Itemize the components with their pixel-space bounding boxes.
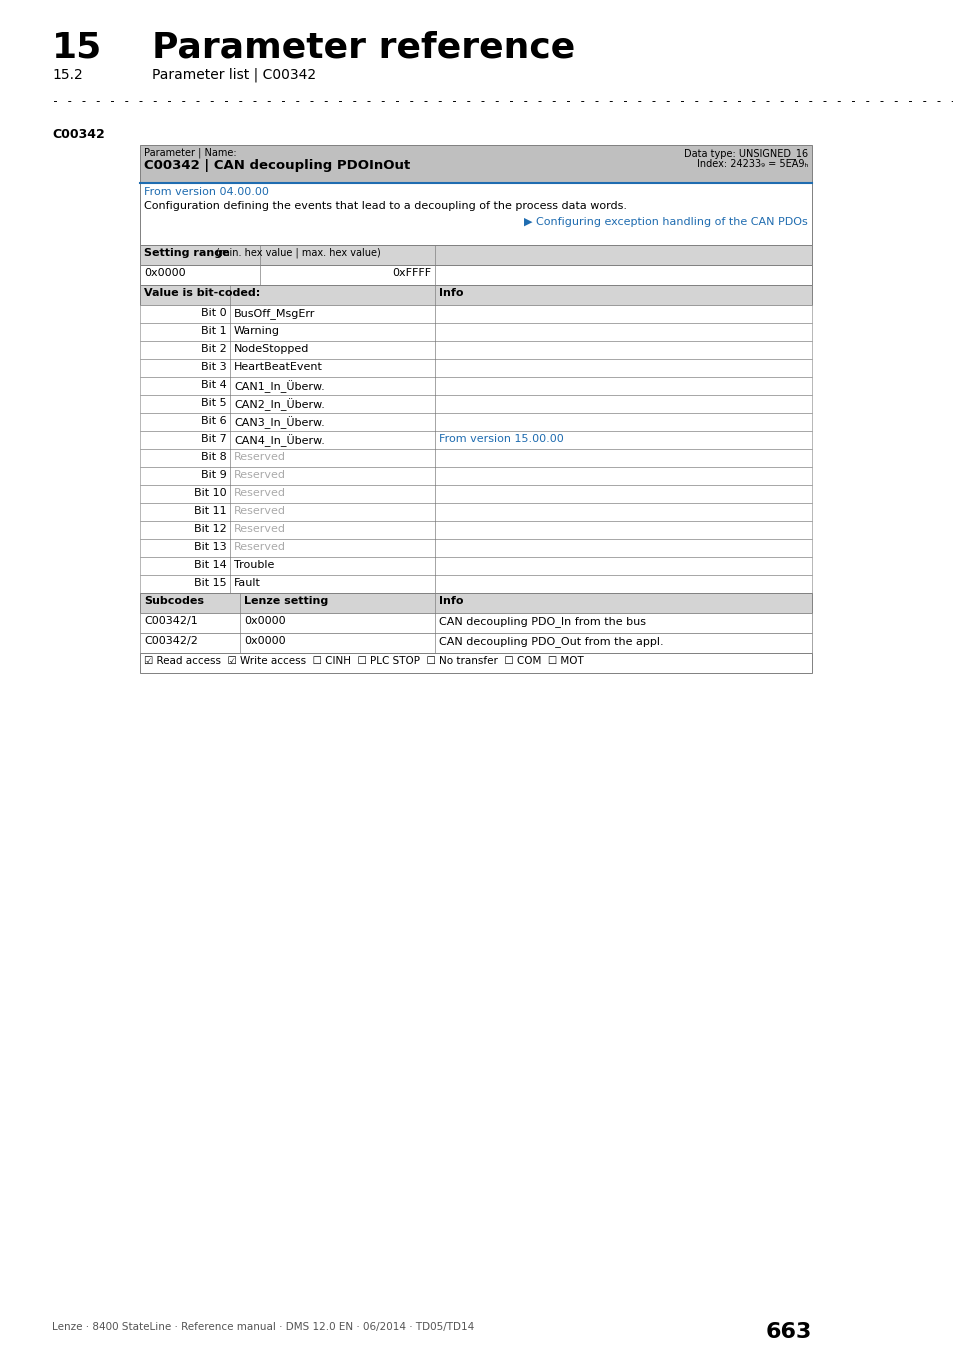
Text: Info: Info (438, 595, 463, 606)
Text: Subcodes: Subcodes (144, 595, 204, 606)
Text: Parameter reference: Parameter reference (152, 30, 575, 63)
Text: BusOff_MsgErr: BusOff_MsgErr (233, 308, 315, 319)
Text: ☑ Read access  ☑ Write access  ☐ CINH  ☐ PLC STOP  ☐ No transfer  ☐ COM  ☐ MOT: ☑ Read access ☑ Write access ☐ CINH ☐ PL… (144, 656, 583, 666)
Bar (140, 396, 811, 413)
Text: Reserved: Reserved (233, 524, 286, 535)
Bar (140, 653, 811, 674)
Text: Bit 6: Bit 6 (201, 416, 227, 427)
Bar (140, 265, 811, 285)
Text: Info: Info (438, 288, 463, 298)
Text: CAN decoupling PDO_Out from the appl.: CAN decoupling PDO_Out from the appl. (438, 636, 663, 647)
Bar (140, 633, 811, 653)
Text: Data type: UNSIGNED_16: Data type: UNSIGNED_16 (683, 148, 807, 159)
Text: 15.2: 15.2 (52, 68, 83, 82)
Text: Lenze · 8400 StateLine · Reference manual · DMS 12.0 EN · 06/2014 · TD05/TD14: Lenze · 8400 StateLine · Reference manua… (52, 1322, 474, 1332)
Text: Parameter | Name:: Parameter | Name: (144, 148, 236, 158)
Text: From version 04.00.00: From version 04.00.00 (144, 188, 269, 197)
Text: From version 15.00.00: From version 15.00.00 (438, 433, 563, 444)
Text: Trouble: Trouble (233, 560, 274, 570)
Bar (140, 342, 811, 359)
Text: 0xFFFF: 0xFFFF (392, 269, 431, 278)
Text: C00342/1: C00342/1 (144, 616, 197, 626)
Text: Bit 4: Bit 4 (201, 379, 227, 390)
Text: 0x0000: 0x0000 (144, 269, 186, 278)
Bar (140, 575, 811, 593)
Text: HeartBeatEvent: HeartBeatEvent (233, 362, 322, 373)
Bar (140, 377, 811, 396)
Text: 0x0000: 0x0000 (244, 616, 285, 626)
Text: 0x0000: 0x0000 (244, 636, 285, 647)
Text: C00342 | CAN decoupling PDOInOut: C00342 | CAN decoupling PDOInOut (144, 159, 410, 171)
Bar (140, 244, 811, 265)
Bar (140, 413, 811, 431)
Text: Bit 11: Bit 11 (194, 506, 227, 516)
Text: Bit 9: Bit 9 (201, 470, 227, 481)
Text: Reserved: Reserved (233, 452, 286, 462)
Text: Reserved: Reserved (233, 470, 286, 481)
Text: 15: 15 (52, 30, 102, 63)
Bar (140, 285, 811, 305)
Bar (140, 467, 811, 485)
Bar (140, 431, 811, 450)
Text: CAN4_In_Überw.: CAN4_In_Überw. (233, 433, 325, 447)
Bar (140, 305, 811, 323)
Text: CAN2_In_Überw.: CAN2_In_Überw. (233, 398, 325, 410)
Text: Bit 8: Bit 8 (201, 452, 227, 462)
Text: NodeStopped: NodeStopped (233, 344, 309, 354)
Text: ▶ Configuring exception handling of the CAN PDOs: ▶ Configuring exception handling of the … (524, 217, 807, 227)
Bar (140, 359, 811, 377)
Text: Bit 13: Bit 13 (194, 541, 227, 552)
Bar (140, 450, 811, 467)
Text: CAN decoupling PDO_In from the bus: CAN decoupling PDO_In from the bus (438, 616, 645, 626)
Bar (140, 485, 811, 504)
Text: Bit 1: Bit 1 (201, 325, 227, 336)
Text: Index: 24233₉ = 5EA9ₕ: Index: 24233₉ = 5EA9ₕ (696, 159, 807, 169)
Bar (140, 184, 811, 244)
Text: CAN3_In_Überw.: CAN3_In_Überw. (233, 416, 324, 429)
Text: Bit 14: Bit 14 (194, 560, 227, 570)
Text: Bit 7: Bit 7 (201, 433, 227, 444)
Text: Bit 12: Bit 12 (194, 524, 227, 535)
Text: Reserved: Reserved (233, 506, 286, 516)
Text: Configuration defining the events that lead to a decoupling of the process data : Configuration defining the events that l… (144, 201, 626, 211)
Bar (140, 539, 811, 558)
Bar (140, 323, 811, 342)
Text: Bit 10: Bit 10 (194, 487, 227, 498)
Bar (140, 593, 811, 613)
Text: Value is bit-coded:: Value is bit-coded: (144, 288, 260, 298)
Bar (140, 144, 811, 184)
Text: Warning: Warning (233, 325, 280, 336)
Text: Reserved: Reserved (233, 541, 286, 552)
Bar (140, 504, 811, 521)
Text: Lenze setting: Lenze setting (244, 595, 328, 606)
Text: - - - - - - - - - - - - - - - - - - - - - - - - - - - - - - - - - - - - - - - - : - - - - - - - - - - - - - - - - - - - - … (52, 95, 953, 108)
Text: Fault: Fault (233, 578, 260, 589)
Text: 663: 663 (765, 1322, 811, 1342)
Text: Setting range: Setting range (144, 248, 230, 258)
Text: Bit 0: Bit 0 (201, 308, 227, 319)
Text: Reserved: Reserved (233, 487, 286, 498)
Text: Bit 2: Bit 2 (201, 344, 227, 354)
Text: CAN1_In_Überw.: CAN1_In_Überw. (233, 379, 324, 393)
Text: Bit 5: Bit 5 (201, 398, 227, 408)
Bar (140, 613, 811, 633)
Bar (140, 558, 811, 575)
Text: Bit 15: Bit 15 (194, 578, 227, 589)
Text: C00342/2: C00342/2 (144, 636, 197, 647)
Text: Parameter list | C00342: Parameter list | C00342 (152, 68, 315, 82)
Bar (140, 521, 811, 539)
Text: C00342: C00342 (52, 128, 105, 140)
Text: (min. hex value | max. hex value): (min. hex value | max. hex value) (213, 248, 380, 258)
Text: Bit 3: Bit 3 (201, 362, 227, 373)
